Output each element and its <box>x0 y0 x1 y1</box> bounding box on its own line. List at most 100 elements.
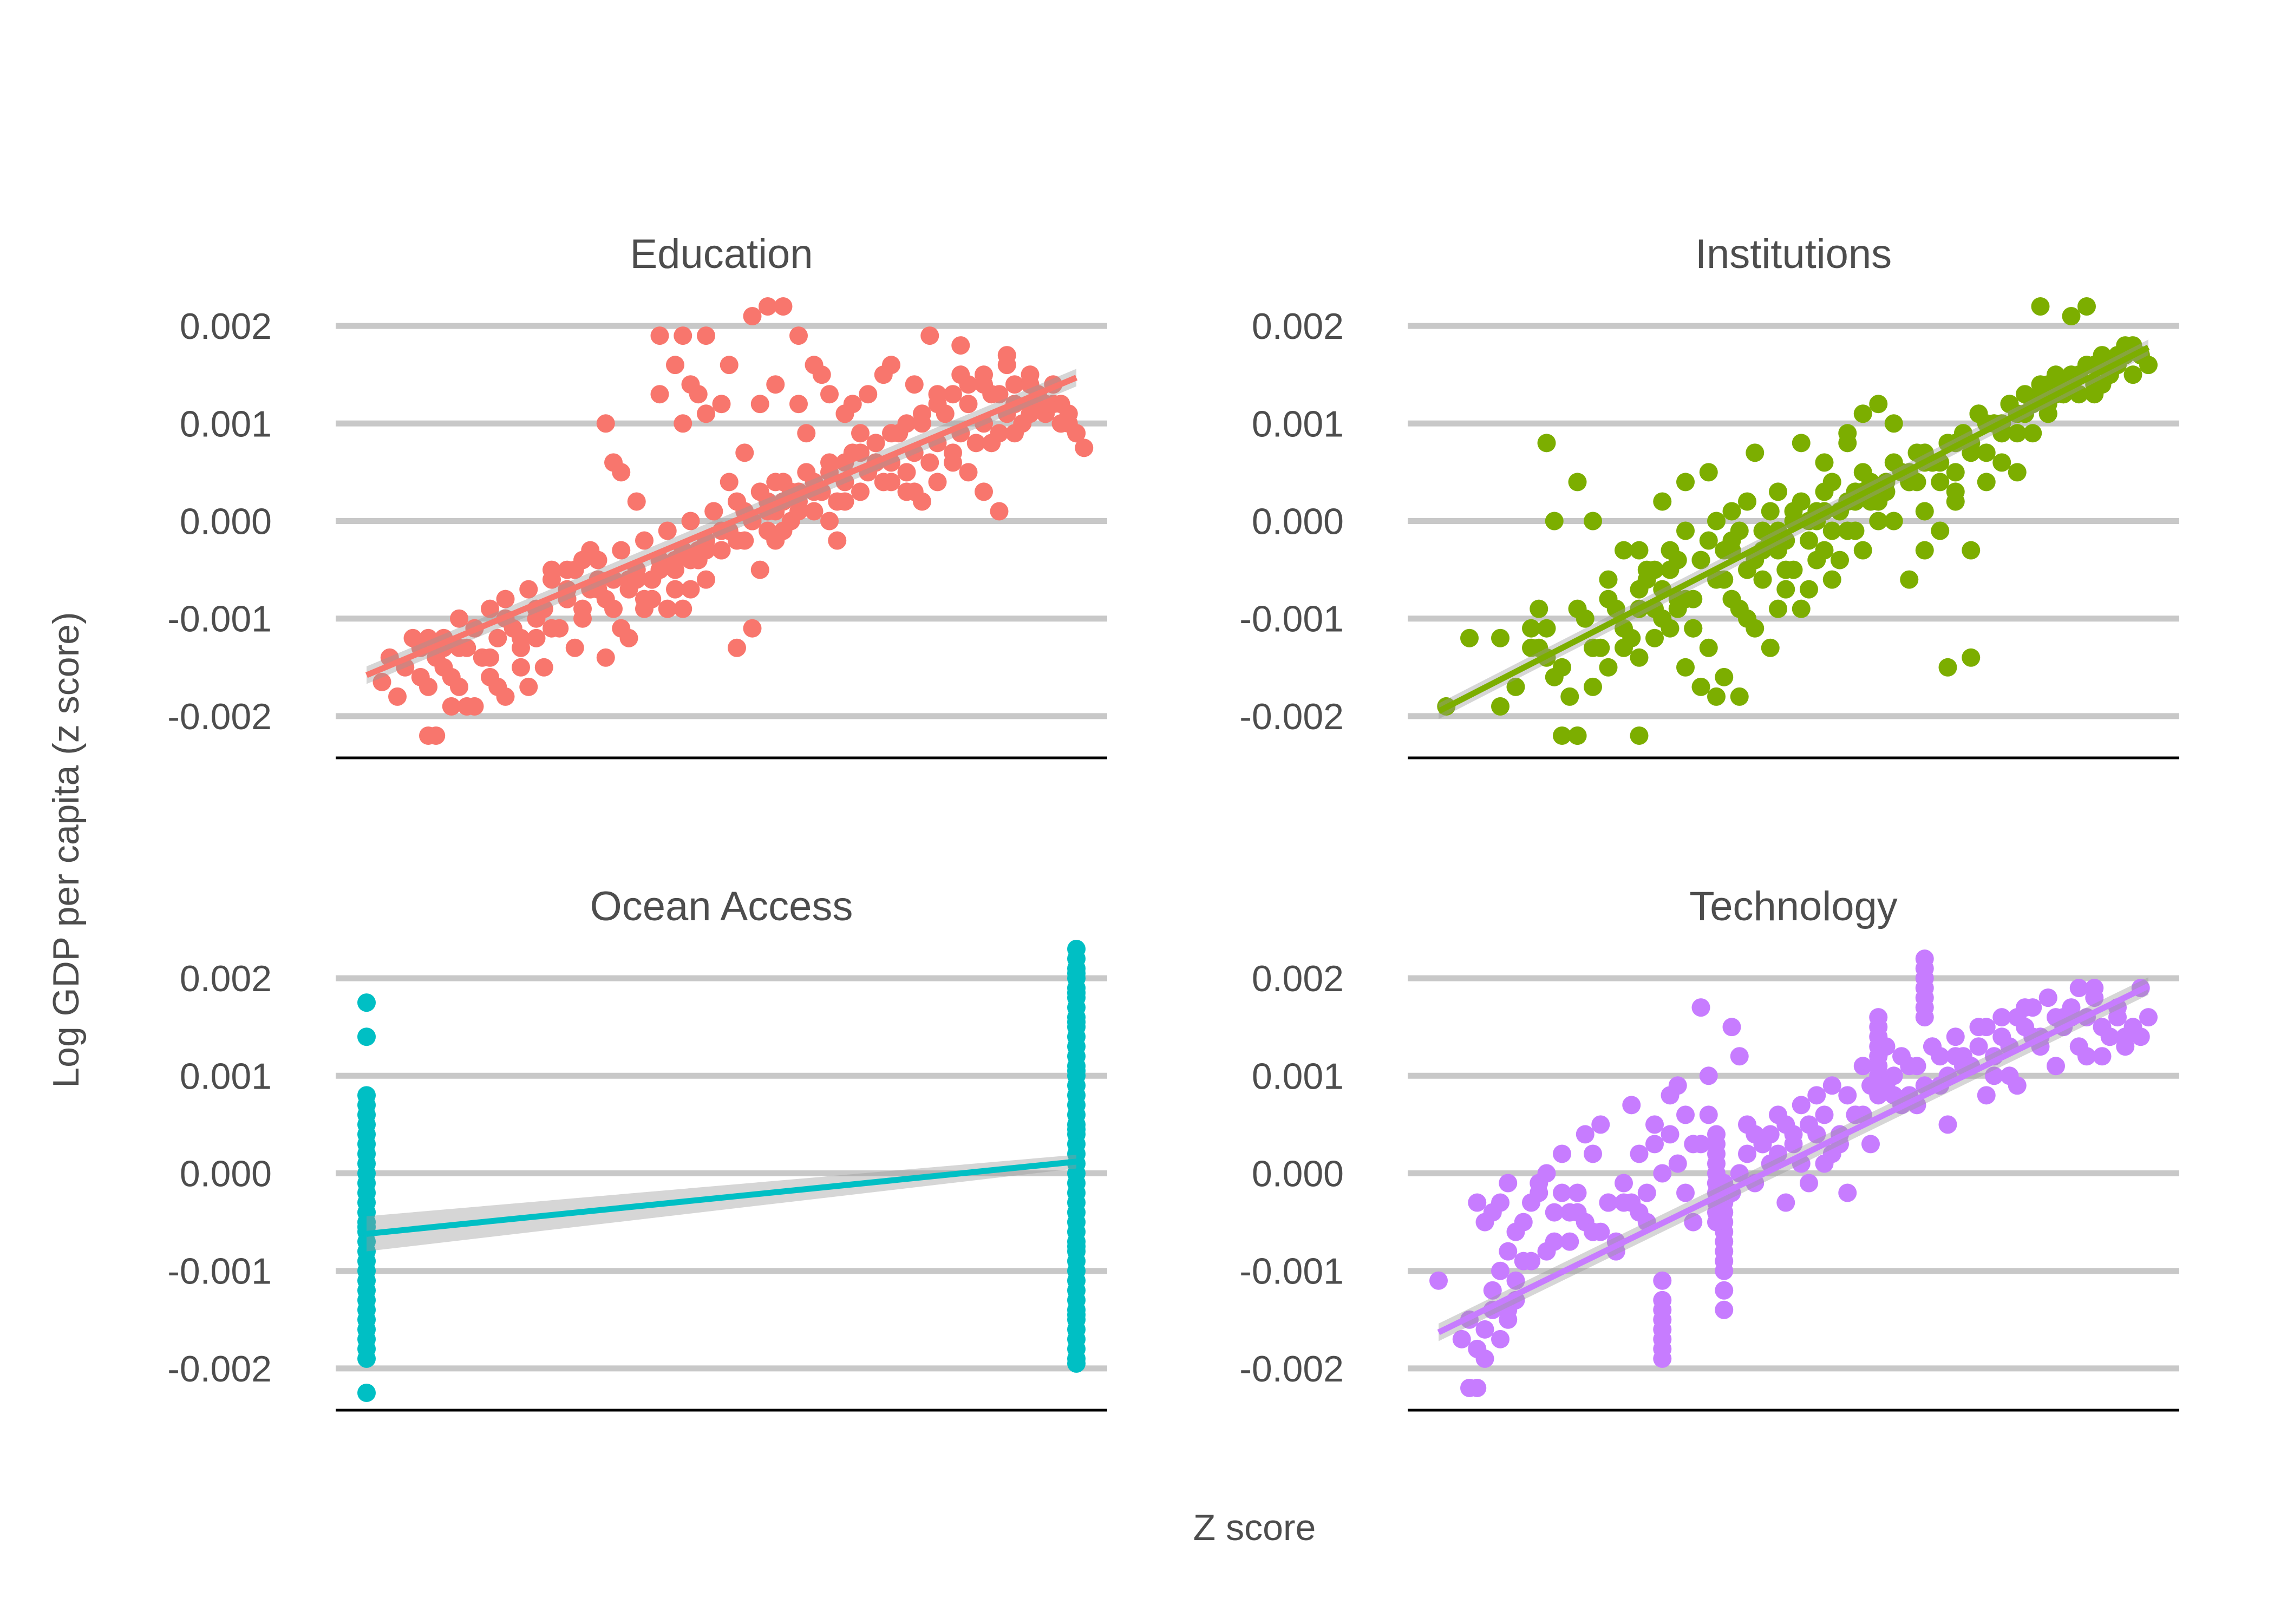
data-point <box>2038 988 2057 1007</box>
data-point <box>1599 658 1618 677</box>
data-point <box>1036 395 1055 414</box>
data-point <box>1653 1271 1672 1290</box>
data-point <box>851 443 870 462</box>
data-point <box>558 560 577 579</box>
data-point <box>1615 1174 1633 1193</box>
data-point <box>2062 307 2081 326</box>
data-point <box>720 473 739 492</box>
data-point <box>1545 1203 1564 1222</box>
data-point <box>1838 1183 1857 1202</box>
data-point <box>959 463 978 482</box>
data-point <box>1067 1062 1086 1081</box>
data-point <box>1630 648 1649 667</box>
data-point <box>1475 1320 1494 1339</box>
data-point <box>1630 1144 1649 1163</box>
data-point <box>627 570 646 589</box>
data-point <box>1021 365 1040 384</box>
data-point <box>1722 1018 1741 1037</box>
data-point <box>1553 726 1571 745</box>
y-tick-label: -0.002 <box>167 1348 272 1390</box>
data-point <box>990 502 1009 521</box>
data-point <box>1800 580 1818 599</box>
data-point <box>1822 521 1841 540</box>
panel-title: Education <box>630 231 813 277</box>
data-point <box>1460 628 1479 647</box>
data-point <box>874 365 893 384</box>
data-point <box>681 580 700 599</box>
data-point <box>1483 1281 1502 1300</box>
data-point <box>1977 443 1996 462</box>
data-point <box>1946 1027 1965 1046</box>
data-point <box>1599 570 1618 589</box>
data-point <box>357 1027 376 1046</box>
data-point <box>1676 658 1695 677</box>
data-point <box>635 531 654 550</box>
data-point <box>805 356 824 375</box>
data-point <box>1715 1261 1734 1280</box>
data-point <box>619 628 638 647</box>
data-point <box>1067 1354 1086 1373</box>
data-point <box>2093 1047 2112 1066</box>
data-point <box>944 385 962 404</box>
data-point <box>1661 1125 1680 1144</box>
data-point <box>1676 1183 1695 1202</box>
data-point <box>866 434 885 453</box>
data-point <box>1992 453 2011 472</box>
data-point <box>1962 648 1981 667</box>
data-point <box>496 590 515 608</box>
data-point <box>1530 1183 1548 1202</box>
data-point <box>1668 1154 1687 1173</box>
data-point <box>1637 1183 1656 1202</box>
data-point <box>2077 297 2096 316</box>
data-point <box>1884 512 1903 531</box>
data-point <box>835 453 854 472</box>
data-point <box>1584 677 1602 696</box>
data-point <box>2069 979 2088 998</box>
data-point <box>403 628 422 647</box>
data-point <box>1861 1135 1880 1154</box>
y-tick-label: -0.002 <box>1239 1348 1344 1390</box>
data-point <box>650 385 669 404</box>
data-point <box>2008 424 2027 443</box>
data-point <box>1699 638 1718 657</box>
data-point <box>1506 677 1525 696</box>
data-point <box>373 672 391 691</box>
data-point <box>1499 1300 1518 1319</box>
data-point <box>1746 443 1765 462</box>
data-point <box>2054 1008 2073 1027</box>
data-point <box>488 628 507 647</box>
trend-line <box>1437 344 2150 714</box>
data-point <box>2023 424 2042 443</box>
data-point <box>2000 395 2019 414</box>
data-point <box>1067 424 1086 443</box>
y-tick-label: 0.001 <box>1252 1056 1344 1097</box>
data-point <box>1815 482 1834 501</box>
data-point <box>766 531 785 550</box>
data-point <box>1545 1232 1564 1251</box>
data-point <box>1946 492 1965 511</box>
data-point <box>1568 473 1587 492</box>
y-tick-label: 0.000 <box>180 1153 272 1194</box>
data-point <box>1853 1057 1872 1076</box>
data-point <box>735 443 754 462</box>
data-point <box>1653 1320 1672 1339</box>
data-point <box>905 375 924 394</box>
data-point <box>1051 414 1070 433</box>
data-point <box>1067 984 1086 1003</box>
data-point <box>1560 1232 1579 1251</box>
data-point <box>666 580 684 599</box>
data-point <box>1699 1105 1718 1124</box>
data-point <box>959 395 978 414</box>
panel-title: Institutions <box>1695 231 1892 277</box>
data-point <box>1923 1037 1942 1056</box>
trend-line <box>1437 983 2150 1335</box>
data-point <box>774 297 793 316</box>
data-point <box>534 658 553 677</box>
data-point <box>828 531 847 550</box>
data-point <box>1653 1300 1672 1319</box>
data-point <box>1630 726 1649 745</box>
data-point <box>1946 463 1965 482</box>
data-point <box>1900 1057 1919 1076</box>
data-point <box>1699 463 1718 482</box>
y-tick-label: -0.001 <box>1239 1251 1344 1292</box>
